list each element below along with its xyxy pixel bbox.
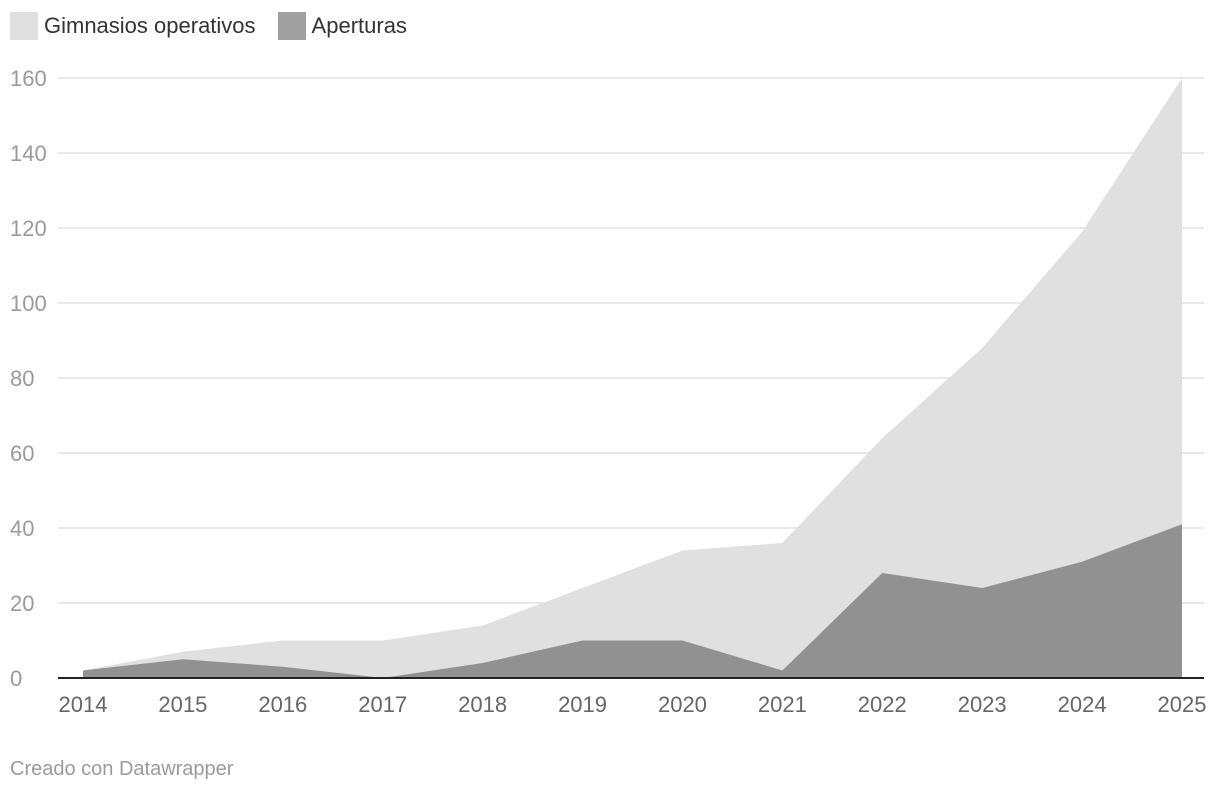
x-tick-label: 2021 — [758, 692, 807, 717]
y-tick-label: 0 — [10, 666, 22, 691]
x-tick-label: 2018 — [458, 692, 507, 717]
data-point[interactable] — [979, 345, 985, 351]
footer-credit: Creado con Datawrapper — [10, 758, 234, 780]
x-tick-label: 2019 — [558, 692, 607, 717]
x-tick-label: 2017 — [358, 692, 407, 717]
data-point[interactable] — [80, 668, 86, 674]
data-point[interactable] — [879, 570, 885, 576]
y-tick-label: 140 — [10, 141, 47, 166]
y-tick-label: 160 — [10, 66, 47, 91]
data-point[interactable] — [1179, 75, 1185, 81]
data-point[interactable] — [979, 585, 985, 591]
data-point[interactable] — [1079, 229, 1085, 235]
legend-label-aperturas: Aperturas — [311, 13, 407, 38]
area-series — [80, 75, 1185, 678]
y-tick-labels: 0 20 40 60 80 100 120 140 160 — [10, 66, 47, 691]
area-series-gimnasios[interactable] — [83, 78, 1182, 678]
data-point[interactable] — [280, 638, 286, 644]
legend-swatch-gimnasios — [10, 12, 38, 40]
data-point[interactable] — [480, 623, 486, 629]
data-point[interactable] — [1179, 521, 1185, 527]
data-point[interactable] — [779, 540, 785, 546]
legend-item-gimnasios[interactable]: Gimnasios operativos — [10, 12, 256, 40]
data-point[interactable] — [679, 548, 685, 554]
legend-label-gimnasios: Gimnasios operativos — [44, 13, 256, 38]
legend: Gimnasios operativos Aperturas — [10, 12, 429, 40]
x-tick-label: 2025 — [1158, 692, 1207, 717]
data-point[interactable] — [380, 638, 386, 644]
x-tick-label: 2024 — [1058, 692, 1107, 717]
x-tick-label: 2016 — [258, 692, 307, 717]
x-tick-label: 2014 — [59, 692, 108, 717]
x-tick-label: 2020 — [658, 692, 707, 717]
data-point[interactable] — [280, 664, 286, 670]
x-tick-label: 2022 — [858, 692, 907, 717]
data-point[interactable] — [180, 649, 186, 655]
y-tick-label: 20 — [10, 591, 34, 616]
x-tick-labels: 2014 2015 2016 2017 2018 2019 2020 2021 2022 2023… — [59, 692, 1207, 717]
data-point[interactable] — [480, 660, 486, 666]
data-point[interactable] — [180, 656, 186, 662]
y-tick-label: 100 — [10, 291, 47, 316]
x-tick-label: 2023 — [958, 692, 1007, 717]
data-point[interactable] — [779, 668, 785, 674]
data-point[interactable] — [580, 638, 586, 644]
data-point[interactable] — [679, 638, 685, 644]
data-point[interactable] — [879, 435, 885, 441]
y-tick-label: 60 — [10, 441, 34, 466]
area-series-aperturas[interactable] — [83, 524, 1182, 678]
data-point[interactable] — [580, 585, 586, 591]
legend-item-aperturas[interactable]: Aperturas — [277, 12, 407, 40]
y-tick-label: 40 — [10, 516, 34, 541]
y-tick-label: 120 — [10, 216, 47, 241]
legend-swatch-aperturas — [277, 12, 306, 40]
data-point[interactable] — [1079, 559, 1085, 565]
y-tick-label: 80 — [10, 366, 34, 391]
x-tick-label: 2015 — [158, 692, 207, 717]
